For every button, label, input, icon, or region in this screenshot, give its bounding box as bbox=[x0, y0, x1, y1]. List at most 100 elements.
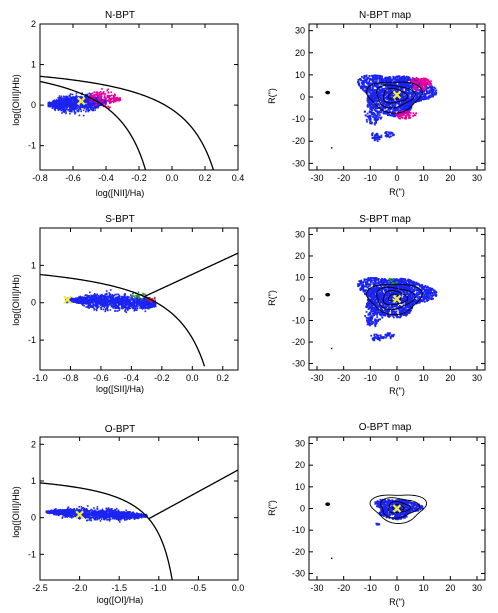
data-point bbox=[133, 298, 135, 300]
data-point bbox=[117, 98, 119, 100]
data-point bbox=[79, 296, 81, 299]
y-tick-label: -1 bbox=[28, 549, 36, 559]
data-point bbox=[106, 511, 108, 513]
data-point bbox=[152, 300, 154, 303]
data-point bbox=[145, 515, 147, 518]
data-point bbox=[110, 305, 113, 308]
data-point bbox=[91, 513, 93, 516]
data-point bbox=[119, 517, 122, 520]
data-point bbox=[88, 98, 90, 100]
data-point bbox=[91, 92, 94, 95]
data-point bbox=[116, 96, 119, 99]
data-point bbox=[142, 302, 144, 305]
data-point bbox=[102, 301, 105, 303]
plot-frame bbox=[39, 23, 239, 171]
data-point bbox=[64, 509, 66, 511]
data-point bbox=[49, 101, 51, 104]
data-point bbox=[73, 102, 75, 105]
map-pixel bbox=[411, 84, 414, 86]
data-point bbox=[69, 103, 72, 105]
data-point bbox=[113, 99, 116, 102]
data-point bbox=[114, 307, 116, 310]
data-point bbox=[75, 510, 77, 512]
data-point bbox=[132, 295, 134, 297]
data-point bbox=[117, 518, 120, 521]
x-tick-label: -0.5 bbox=[191, 583, 207, 593]
data-point bbox=[95, 306, 98, 308]
data-point bbox=[92, 99, 95, 102]
data-point bbox=[66, 102, 69, 104]
data-point bbox=[96, 508, 99, 510]
data-point bbox=[136, 515, 138, 518]
data-point bbox=[118, 518, 121, 521]
data-point bbox=[153, 305, 156, 307]
data-point bbox=[69, 112, 71, 115]
data-point bbox=[148, 299, 151, 301]
data-point bbox=[114, 299, 116, 302]
data-point bbox=[120, 296, 123, 298]
x-tick-label: 0.2 bbox=[217, 373, 230, 383]
data-point bbox=[84, 106, 86, 109]
data-point bbox=[118, 299, 121, 302]
data-point bbox=[141, 298, 143, 300]
data-point bbox=[84, 294, 86, 297]
data-point bbox=[85, 101, 88, 103]
data-point bbox=[122, 296, 125, 299]
data-point bbox=[120, 512, 123, 514]
data-point bbox=[98, 91, 101, 94]
data-point bbox=[138, 513, 140, 515]
data-point bbox=[115, 517, 118, 520]
data-point bbox=[154, 302, 156, 305]
data-point bbox=[133, 309, 136, 312]
data-point bbox=[135, 304, 138, 307]
data-point bbox=[84, 298, 86, 300]
data-point bbox=[76, 103, 78, 106]
data-point bbox=[118, 302, 121, 304]
data-point bbox=[92, 103, 94, 106]
data-point bbox=[135, 514, 137, 516]
data-point bbox=[142, 304, 145, 307]
data-point bbox=[127, 299, 130, 302]
data-point bbox=[112, 515, 114, 518]
data-point bbox=[137, 302, 139, 305]
data-point bbox=[130, 516, 133, 519]
data-point bbox=[100, 95, 102, 97]
data-point bbox=[67, 97, 70, 100]
data-point bbox=[85, 508, 88, 510]
data-point bbox=[103, 98, 106, 101]
data-point bbox=[132, 292, 134, 295]
data-point bbox=[62, 512, 64, 515]
data-point bbox=[151, 304, 153, 307]
data-point bbox=[78, 114, 81, 117]
data-point bbox=[52, 103, 55, 105]
data-point bbox=[102, 105, 105, 108]
data-point bbox=[81, 105, 84, 108]
data-point bbox=[87, 105, 89, 108]
data-point bbox=[83, 297, 85, 299]
data-point bbox=[153, 297, 156, 300]
data-point bbox=[105, 296, 108, 299]
data-point bbox=[77, 517, 80, 519]
data-point bbox=[140, 513, 142, 515]
data-point bbox=[136, 296, 139, 299]
data-point bbox=[99, 90, 102, 93]
data-point bbox=[75, 103, 77, 106]
data-point bbox=[108, 300, 110, 303]
data-point bbox=[68, 512, 71, 515]
data-point bbox=[103, 101, 106, 103]
data-point bbox=[78, 516, 80, 519]
data-point bbox=[81, 104, 84, 107]
y-tick-label: -1 bbox=[28, 141, 36, 151]
data-point bbox=[82, 515, 85, 518]
data-point bbox=[101, 295, 104, 297]
data-point bbox=[72, 102, 74, 104]
data-point bbox=[129, 304, 131, 307]
data-point bbox=[115, 296, 117, 299]
data-point bbox=[69, 99, 71, 102]
data-point bbox=[70, 297, 73, 300]
data-point bbox=[81, 296, 84, 299]
data-point bbox=[95, 309, 98, 312]
data-point bbox=[109, 518, 112, 521]
data-point bbox=[79, 510, 82, 512]
